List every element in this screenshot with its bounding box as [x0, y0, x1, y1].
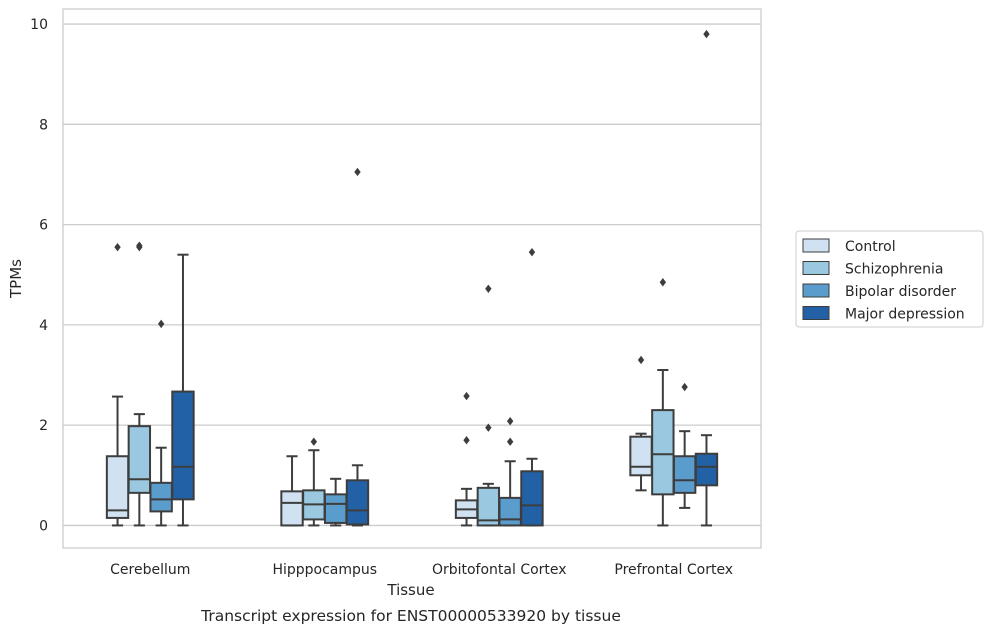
- outlier-point: [506, 437, 514, 446]
- box-0-0: [105, 242, 130, 527]
- outlier-point: [310, 437, 318, 446]
- legend-swatch: [802, 238, 830, 253]
- y-axis-label: TPMs: [7, 259, 25, 299]
- legend-swatch: [802, 261, 830, 275]
- box-body: [323, 493, 348, 524]
- outlier-point: [354, 167, 361, 177]
- box-1-2: [323, 477, 348, 527]
- outlier-point: [463, 436, 470, 445]
- legend-swatch: [802, 283, 830, 298]
- y-tick-label: 6: [39, 218, 48, 234]
- y-tick-labels: 0 2 4 6 8 10: [30, 17, 48, 534]
- outlier-point: [659, 278, 667, 287]
- box-body: [694, 452, 719, 487]
- outlier-point: [485, 423, 492, 432]
- box-2-1: [476, 284, 501, 527]
- legend-label: Bipolar disorder: [845, 284, 956, 300]
- box-body: [520, 470, 544, 527]
- box-body: [105, 455, 130, 519]
- box-1-3: [345, 167, 370, 527]
- outlier-point: [136, 241, 143, 250]
- box-body: [280, 490, 304, 527]
- legend-label: Schizophrenia: [845, 262, 943, 278]
- y-tick-label: 8: [39, 117, 48, 133]
- x-tick-labels: Cerebellum Hipppocampus Orbitofontal Corte…: [110, 562, 733, 578]
- outlier-point: [703, 29, 710, 39]
- outlier-point: [506, 416, 514, 426]
- box-body: [629, 435, 653, 477]
- outlier-point: [681, 382, 688, 392]
- box-3-3: [694, 29, 719, 527]
- box-3-1: [651, 278, 675, 527]
- box-body: [127, 425, 152, 494]
- x-axis-label: Tissue: [386, 581, 434, 599]
- box-0-1: [127, 241, 152, 527]
- chart-caption: Transcript expression for ENST0000053392…: [200, 607, 621, 625]
- legend-label: Control: [845, 239, 896, 255]
- legend-label: Major depression: [845, 307, 965, 323]
- x-tick-label: Prefrontal Cortex: [614, 562, 733, 578]
- box-body: [149, 481, 173, 513]
- box-3-2: [672, 382, 697, 509]
- box-2-0: [454, 391, 479, 527]
- box-body: [672, 455, 697, 494]
- x-tick-label: Orbitofontal Cortex: [432, 562, 567, 578]
- boxes-layer: [105, 29, 719, 527]
- legend-swatch: [802, 306, 830, 320]
- box-2-2: [498, 416, 522, 527]
- legend: Control Schizophrenia Bipolar disorder Majo…: [795, 230, 984, 328]
- box-body: [651, 409, 675, 496]
- outlier-point: [114, 242, 121, 252]
- y-tick-label: 4: [39, 318, 48, 334]
- box-3-0: [629, 355, 653, 492]
- outlier-point: [528, 247, 536, 257]
- outlier-point: [637, 355, 645, 365]
- outlier-point: [157, 319, 165, 329]
- y-tick-label: 0: [39, 518, 48, 534]
- box-2-3: [520, 247, 544, 527]
- plot-frame: [62, 8, 762, 549]
- box-0-3: [171, 253, 195, 527]
- box-1-0: [280, 455, 304, 527]
- y-tick-label: 2: [39, 418, 48, 434]
- box-body: [171, 390, 195, 501]
- box-body: [345, 479, 370, 526]
- box-body: [498, 496, 522, 527]
- y-tick-label: 10: [30, 17, 48, 33]
- x-tick-label: Hipppocampus: [272, 562, 377, 578]
- box-0-2: [149, 319, 173, 527]
- legend-frame: [795, 230, 984, 328]
- box-1-1: [302, 437, 326, 527]
- outlier-point: [485, 284, 492, 293]
- outlier-point: [463, 391, 470, 401]
- x-tick-label: Cerebellum: [110, 562, 190, 578]
